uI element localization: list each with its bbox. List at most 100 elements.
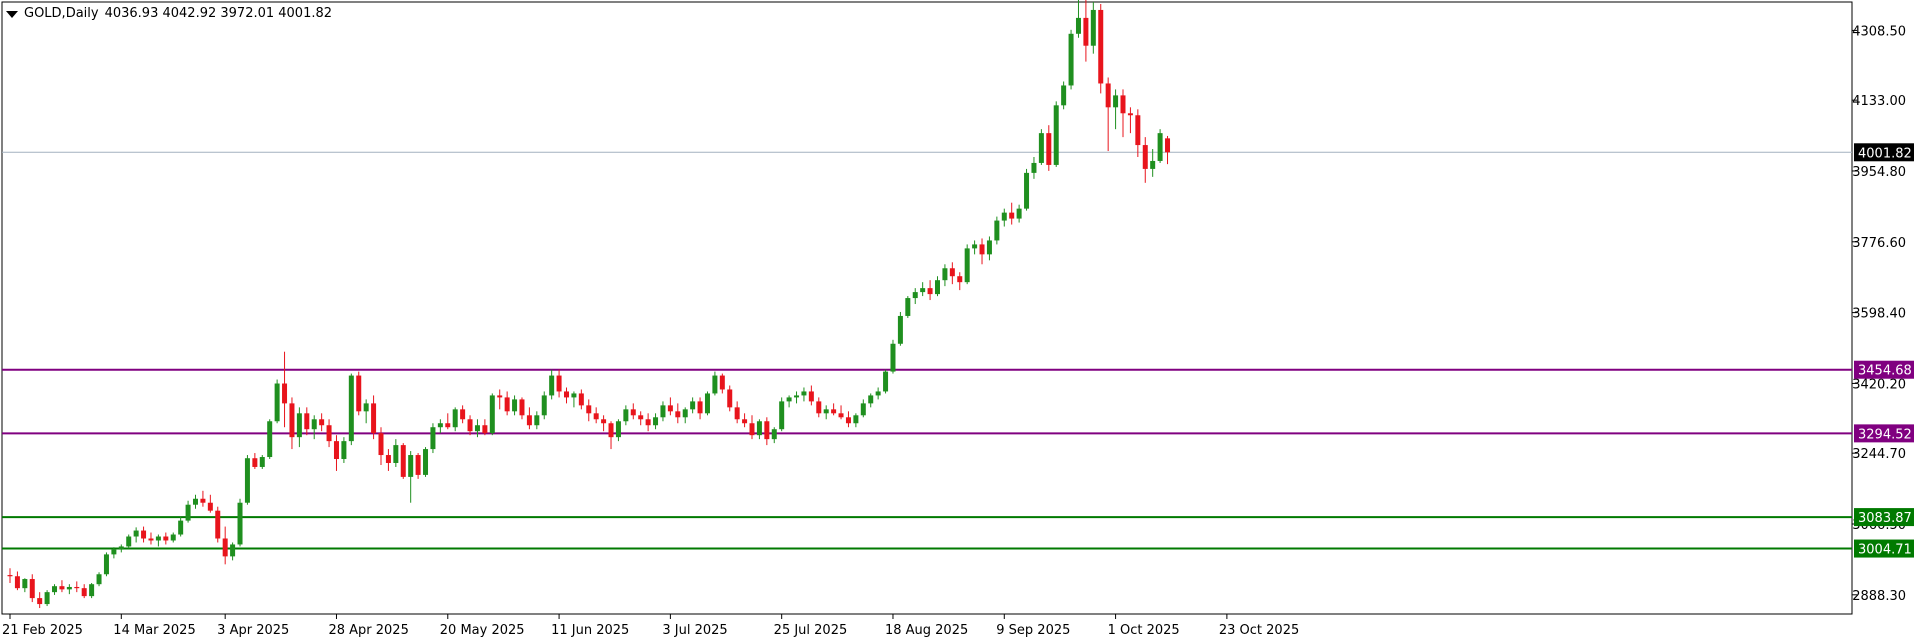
candle	[304, 407, 310, 436]
candle	[742, 413, 748, 428]
candle-body	[408, 455, 414, 477]
candle-body	[868, 395, 874, 404]
candle-body	[1157, 133, 1163, 161]
candle-body	[771, 429, 777, 440]
candle-body	[230, 544, 236, 557]
candle	[1127, 107, 1133, 134]
x-tick-label: 28 Apr 2025	[328, 623, 408, 638]
candle-body	[549, 375, 555, 396]
candle	[749, 415, 755, 440]
candle-body	[623, 409, 629, 422]
candle	[979, 238, 985, 265]
candle-body	[148, 538, 154, 541]
candle-body	[1001, 212, 1007, 221]
candle	[96, 572, 102, 587]
chart-header: GOLD,Daily 4036.93 4042.92 3972.01 4001.…	[6, 6, 332, 21]
candle-body	[608, 423, 614, 438]
candle	[408, 451, 414, 503]
candle-body	[319, 419, 325, 426]
candle-body	[133, 530, 139, 537]
y-tick-label: 2888.30	[1852, 589, 1906, 604]
candle-body	[1105, 83, 1111, 108]
x-tick-label: 21 Feb 2025	[2, 623, 83, 638]
candle	[838, 405, 844, 420]
candle-body	[14, 576, 20, 589]
candle-body	[786, 397, 792, 402]
candle-body	[296, 413, 302, 438]
candle-body	[170, 534, 176, 541]
candle-body	[423, 449, 429, 475]
candle	[831, 403, 837, 416]
candle-body	[81, 588, 87, 597]
candle	[244, 455, 250, 505]
candle	[474, 419, 480, 438]
candle-body	[979, 244, 985, 255]
candle	[326, 419, 332, 448]
levels-layer	[2, 151, 1852, 550]
y-tick-label: 3420.20	[1852, 377, 1906, 392]
candle	[712, 371, 718, 396]
candle	[986, 236, 992, 261]
candle	[363, 399, 369, 424]
candle-body	[749, 423, 755, 436]
candle-body	[1113, 95, 1119, 108]
level-label-2: 3083.87	[1858, 511, 1912, 526]
candle-body	[1142, 145, 1148, 169]
candle-body	[1046, 133, 1052, 165]
candle-body	[831, 409, 837, 414]
candle-body	[311, 419, 317, 430]
y-tick-label: 4133.00	[1852, 94, 1906, 109]
candle	[348, 373, 354, 446]
candle-body	[437, 423, 443, 428]
candle-body	[52, 586, 58, 593]
candle	[697, 397, 703, 420]
candle-body	[675, 411, 681, 418]
candle	[29, 574, 35, 603]
candle-body	[1090, 9, 1096, 46]
candle	[704, 391, 710, 416]
candle-body	[118, 546, 124, 550]
candle-body	[482, 425, 488, 434]
candle	[512, 395, 518, 416]
x-tick-label: 20 May 2025	[440, 623, 525, 638]
plot-frame	[1, 1, 1853, 615]
candle-body	[1135, 115, 1141, 146]
y-tick-label: 3244.70	[1852, 447, 1906, 462]
candle-body	[794, 395, 800, 398]
price-labels-layer: 4001.82 3454.68 3294.52 3083.87 3004.71	[1854, 143, 1914, 558]
candle-body	[1038, 133, 1044, 163]
candle	[141, 526, 147, 543]
candle-body	[348, 375, 354, 442]
candle-body	[534, 415, 540, 426]
candle-body	[986, 240, 992, 255]
candle-body	[274, 383, 280, 422]
candle	[282, 351, 288, 428]
candle	[808, 385, 814, 406]
candle	[207, 494, 213, 513]
candle-body	[1083, 17, 1089, 46]
ohlc-readout: 4036.93 4042.92 3972.01 4001.82	[104, 6, 333, 21]
candle-body	[764, 421, 770, 440]
candle-body	[697, 401, 703, 414]
candle	[653, 413, 659, 430]
chevron-down-icon[interactable]	[6, 11, 18, 18]
candle	[1083, 0, 1089, 62]
candle	[133, 527, 139, 543]
candle	[222, 526, 228, 565]
candle-body	[103, 554, 109, 575]
candle	[1016, 204, 1022, 223]
candle	[37, 592, 43, 609]
candle-body	[526, 415, 532, 426]
candle	[1053, 101, 1059, 167]
candle-body	[155, 536, 161, 541]
candle	[430, 423, 436, 454]
candle-body	[1024, 172, 1030, 209]
candle	[608, 421, 614, 450]
candle	[942, 264, 948, 287]
candle	[615, 419, 621, 442]
candle-body	[141, 530, 147, 539]
candle-body	[564, 391, 569, 398]
candle	[1142, 137, 1148, 183]
